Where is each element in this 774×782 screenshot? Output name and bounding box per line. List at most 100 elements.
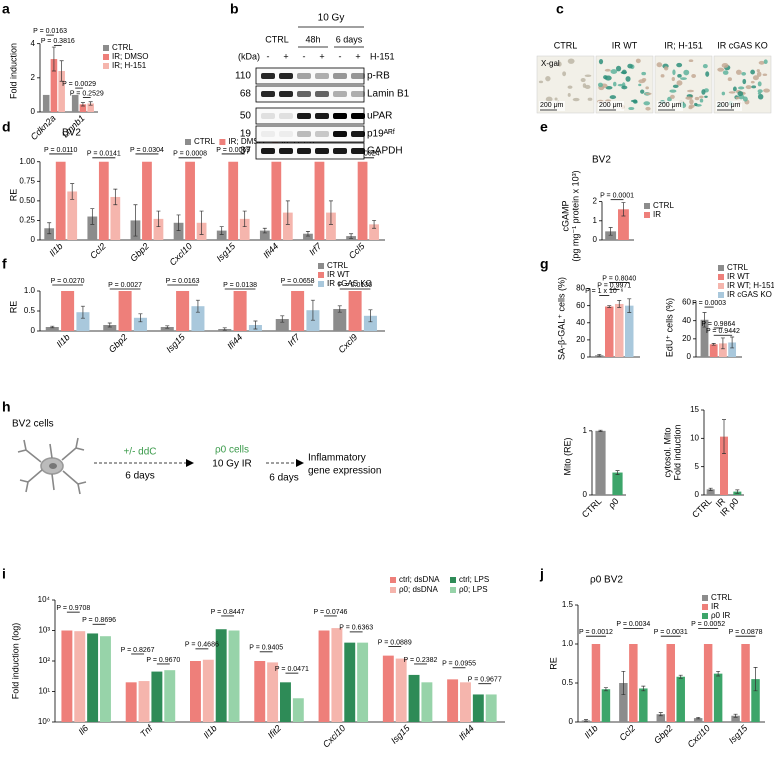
cell xyxy=(738,86,745,90)
cell-icon xyxy=(17,437,87,495)
blot-label: Lamin B1 xyxy=(367,89,410,100)
bar xyxy=(591,644,601,722)
blot-band xyxy=(261,148,275,154)
error-bar xyxy=(753,667,758,692)
p-value: P = 0.0955 xyxy=(442,661,476,668)
bar xyxy=(164,670,176,722)
y-tick-label: 40 xyxy=(682,316,691,325)
bar xyxy=(259,230,270,240)
bar xyxy=(239,218,250,240)
x-tick-label: Tnf xyxy=(138,722,155,739)
bar xyxy=(751,679,760,722)
bar xyxy=(348,291,362,331)
bar xyxy=(50,59,58,112)
cell xyxy=(683,69,690,76)
legend-swatch xyxy=(185,139,191,145)
p-value: P = 0.0138 xyxy=(223,282,257,289)
cell xyxy=(554,97,558,101)
error-bar xyxy=(372,220,377,229)
blot-band xyxy=(351,148,365,154)
y-axis-label: Fold induction xyxy=(672,424,682,480)
cell xyxy=(699,98,704,103)
cell xyxy=(694,102,698,107)
p-value: P = 0.0136 xyxy=(338,282,372,289)
bar xyxy=(344,642,356,722)
legend-label: CTRL xyxy=(194,137,215,146)
cell xyxy=(672,69,676,76)
error-bar xyxy=(47,222,52,235)
y-tick-label: 0.75 xyxy=(19,176,35,185)
bar xyxy=(215,629,227,722)
bar xyxy=(55,161,66,240)
x-tick-label: Cdkn2a xyxy=(29,113,58,142)
diagram-treatment: 10 Gy IR xyxy=(212,459,251,470)
x-tick-label: CTRL xyxy=(690,496,714,520)
bar xyxy=(58,71,65,112)
blot-group: 6 days xyxy=(336,34,363,44)
y-tick-label: 20 xyxy=(576,335,585,344)
x-tick-label: CTRL xyxy=(580,496,604,520)
chart-title: ρ0 BV2 xyxy=(590,575,623,586)
y-tick-label: 0.50 xyxy=(19,196,35,205)
lane-sign: + xyxy=(355,51,360,61)
cell xyxy=(572,97,580,102)
legend-label: IR; H-151 xyxy=(112,61,147,70)
bar xyxy=(191,306,205,331)
blot-band xyxy=(333,148,347,154)
bar xyxy=(185,161,195,240)
cell xyxy=(562,71,567,77)
cell xyxy=(676,62,683,68)
cell xyxy=(688,105,693,110)
cell xyxy=(741,72,747,76)
y-axis-label: cytosol. Mito xyxy=(662,427,672,477)
error-bar xyxy=(658,712,663,717)
y-axis-label: Mito (RE) xyxy=(562,437,572,475)
bar xyxy=(357,642,369,722)
y-tick-label: 15 xyxy=(690,405,699,414)
cell xyxy=(605,85,613,90)
bar xyxy=(382,655,394,722)
y-tick-label: 1.0 xyxy=(562,639,574,648)
error-bar xyxy=(113,188,118,206)
cell xyxy=(721,91,726,96)
cell xyxy=(557,61,562,67)
bar xyxy=(74,631,86,722)
cell xyxy=(732,86,737,92)
x-tick-label: Il1b xyxy=(55,332,72,349)
bar xyxy=(625,305,634,357)
blot-band xyxy=(315,73,329,79)
legend-swatch xyxy=(450,577,456,583)
cell xyxy=(663,66,669,71)
bar xyxy=(254,661,266,722)
bar xyxy=(100,636,111,722)
cell xyxy=(587,97,593,101)
cell xyxy=(656,62,663,68)
y-tick-label: 1 xyxy=(593,216,598,225)
bar xyxy=(79,104,87,112)
error-bar xyxy=(50,325,55,329)
error-bar xyxy=(253,320,258,330)
error-bar xyxy=(337,305,342,313)
x-tick-label: Il1b xyxy=(47,241,64,258)
cell xyxy=(610,69,618,74)
legend-label: IR WT xyxy=(727,272,750,281)
cell xyxy=(545,96,553,102)
blot-label: p-RB xyxy=(367,71,390,82)
cell xyxy=(688,59,694,63)
y-axis-label: RE xyxy=(548,657,558,670)
x-tick-label: Cxcl10 xyxy=(685,723,712,750)
cell xyxy=(669,89,677,93)
legend-label: IR WT; H-151 xyxy=(727,281,774,290)
legend-swatch xyxy=(103,45,109,51)
cell xyxy=(702,64,708,69)
error-bar xyxy=(627,298,632,313)
error-bar xyxy=(222,327,227,331)
p-value: P = 0.8696 xyxy=(82,617,116,624)
cell xyxy=(641,77,647,82)
bar xyxy=(601,689,611,722)
bar xyxy=(656,714,666,722)
bar xyxy=(110,196,121,240)
blot-group: CTRL xyxy=(265,34,289,44)
bar xyxy=(460,682,471,722)
bar xyxy=(615,303,624,357)
